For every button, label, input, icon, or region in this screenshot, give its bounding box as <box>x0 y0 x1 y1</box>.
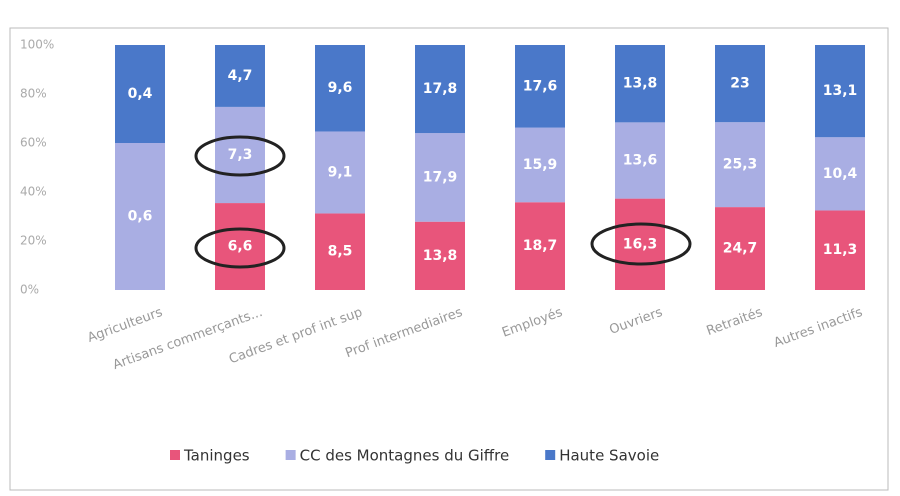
bar-segment <box>215 106 265 204</box>
value-label: 13,1 <box>823 83 858 99</box>
value-label: 4,7 <box>228 68 253 84</box>
value-label: 0,6 <box>128 209 153 225</box>
y-tick-label: 100% <box>20 38 54 52</box>
y-tick-label: 40% <box>20 185 47 199</box>
bar-segment <box>515 127 565 203</box>
bar-segment <box>215 203 265 290</box>
bar-segment <box>615 122 665 199</box>
bar-segment <box>515 45 565 128</box>
bar-segment <box>815 137 865 211</box>
highlight-ellipse <box>590 222 692 266</box>
value-label: 10,4 <box>823 166 858 182</box>
value-label: 9,1 <box>328 164 353 180</box>
bar-segment <box>315 131 365 214</box>
value-label: 13,8 <box>623 76 658 92</box>
y-tick-label: 60% <box>20 136 47 150</box>
value-label: 13,6 <box>623 152 658 168</box>
bar-segment <box>315 45 365 132</box>
value-label: 0,4 <box>128 86 153 102</box>
bar-segment <box>215 45 265 107</box>
value-label: 24,7 <box>723 241 758 257</box>
y-tick-label: 0% <box>20 283 39 297</box>
bar-segment <box>815 45 865 138</box>
value-label: 25,3 <box>723 157 758 173</box>
y-tick-label: 20% <box>20 234 47 248</box>
bar-segment <box>415 45 465 134</box>
bar-segment <box>115 143 165 290</box>
legend-swatch <box>545 450 556 460</box>
value-label: 6,6 <box>228 239 253 255</box>
legend-swatch <box>285 450 296 460</box>
x-tick-label: Employés <box>500 305 565 341</box>
bar-segment <box>615 45 665 123</box>
value-label: 9,6 <box>328 80 353 96</box>
bar-segment <box>515 202 565 290</box>
bar-segment <box>415 133 465 222</box>
bar-segment <box>115 45 165 143</box>
value-label: 7,3 <box>228 147 253 163</box>
highlight-ellipse <box>194 227 286 269</box>
legend-label: CC des Montagnes du Giffre <box>300 447 510 465</box>
bar-segment <box>715 45 765 123</box>
x-tick-label: Retraités <box>705 305 765 339</box>
value-label: 18,7 <box>523 238 558 254</box>
value-label: 17,6 <box>523 78 558 94</box>
value-label: 13,8 <box>423 248 458 264</box>
bar-segment <box>715 207 765 290</box>
highlight-ellipse <box>194 135 286 177</box>
x-tick-label: Ouvriers <box>608 305 665 338</box>
x-tick-label: Agriculteurs <box>86 305 165 346</box>
bar-segment <box>315 213 365 290</box>
value-label: 17,8 <box>423 81 458 97</box>
value-label: 23 <box>730 76 749 92</box>
value-label: 11,3 <box>823 242 858 258</box>
value-label: 15,9 <box>523 157 558 173</box>
x-tick-label: Autres inactifs <box>772 305 865 351</box>
annotations <box>194 135 692 269</box>
bar-segment <box>615 198 665 290</box>
value-label: 16,3 <box>623 236 658 252</box>
legend-swatch <box>170 450 180 460</box>
bar-segment <box>415 221 465 290</box>
bar-segment <box>815 210 865 290</box>
value-label: 17,9 <box>423 169 458 185</box>
bar-segment <box>715 122 765 208</box>
frame <box>9 27 889 491</box>
y-tick-label: 80% <box>20 87 47 101</box>
legend-label: Taninges <box>183 447 250 465</box>
legend-label: Haute Savoie <box>559 447 659 465</box>
value-label: 8,5 <box>328 244 353 260</box>
